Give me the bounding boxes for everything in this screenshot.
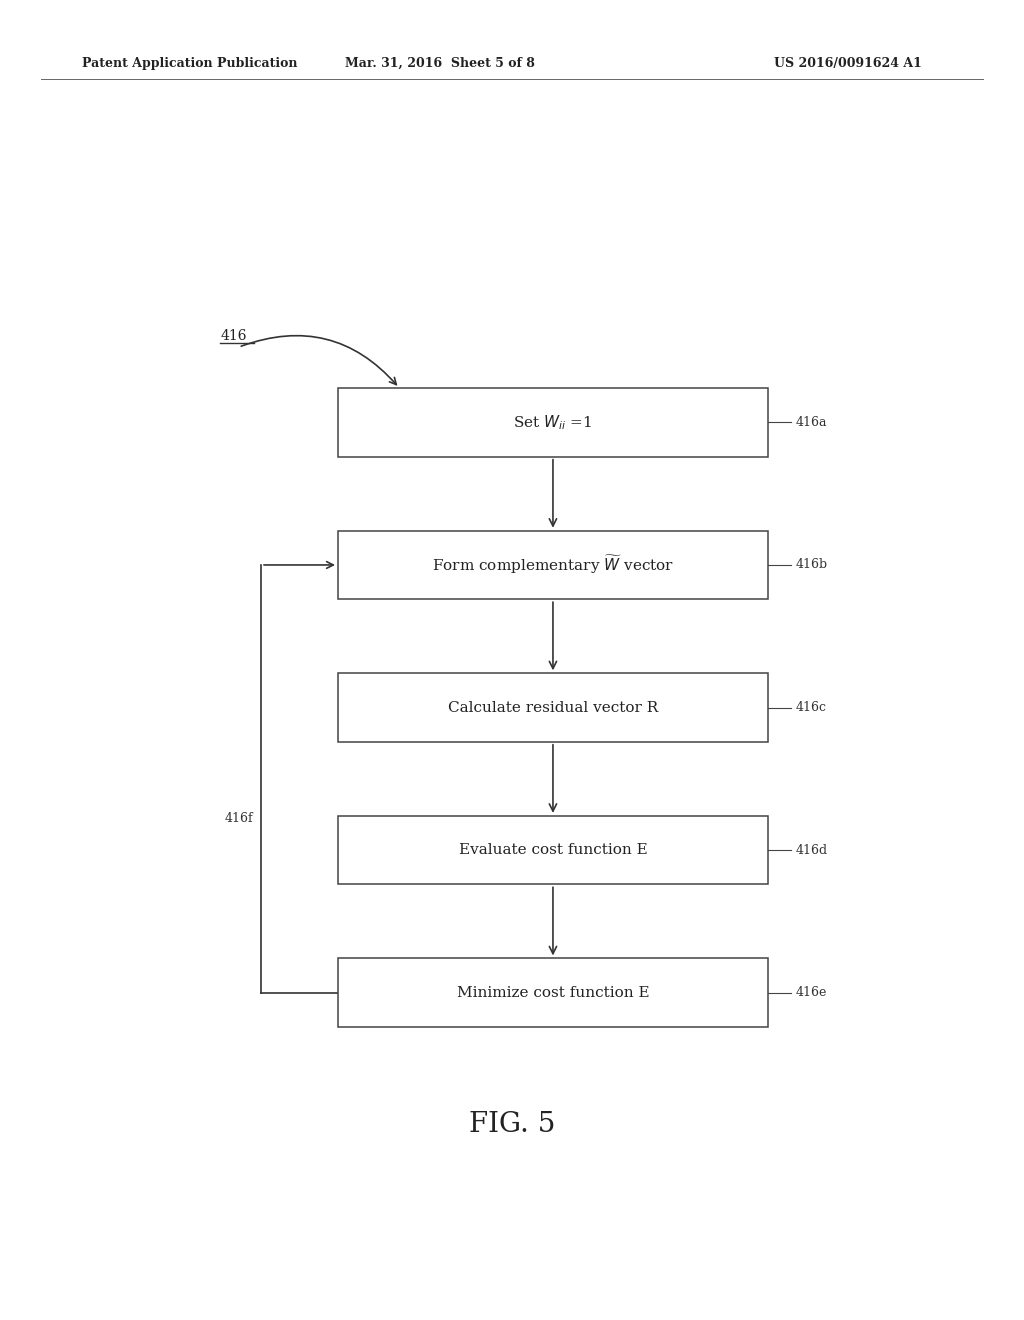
FancyBboxPatch shape [338,816,768,884]
FancyBboxPatch shape [338,673,768,742]
Text: Set $W_{ii}$ =1: Set $W_{ii}$ =1 [513,413,593,432]
Text: US 2016/0091624 A1: US 2016/0091624 A1 [774,57,922,70]
FancyBboxPatch shape [338,531,768,599]
Text: 416a: 416a [796,416,827,429]
Text: 416d: 416d [796,843,827,857]
Text: Evaluate cost function E: Evaluate cost function E [459,843,647,857]
Text: 416f: 416f [224,812,253,825]
Text: Mar. 31, 2016  Sheet 5 of 8: Mar. 31, 2016 Sheet 5 of 8 [345,57,536,70]
Text: Minimize cost function E: Minimize cost function E [457,986,649,999]
Text: 416c: 416c [796,701,826,714]
Text: FIG. 5: FIG. 5 [469,1111,555,1138]
Text: Calculate residual vector R: Calculate residual vector R [447,701,658,714]
FancyBboxPatch shape [338,958,768,1027]
FancyBboxPatch shape [338,388,768,457]
Text: Patent Application Publication: Patent Application Publication [82,57,297,70]
Text: 416e: 416e [796,986,827,999]
Text: Form complementary $\widetilde{W}$ vector: Form complementary $\widetilde{W}$ vecto… [432,553,674,577]
Text: 416: 416 [220,329,247,343]
Text: 416b: 416b [796,558,827,572]
